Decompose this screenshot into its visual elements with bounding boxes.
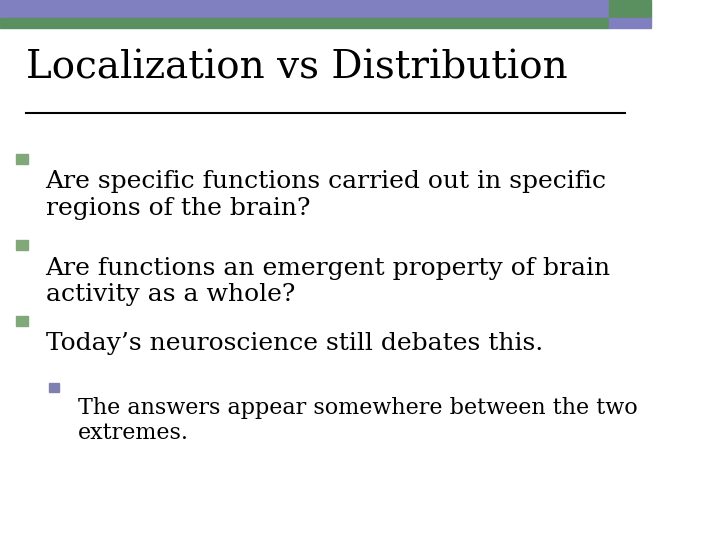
- Bar: [0, 0, 609, 18]
- Text: Today’s neuroscience still debates this.: Today’s neuroscience still debates this.: [45, 332, 543, 355]
- Bar: [0, 18, 609, 28]
- Text: The answers appear somewhere between the two
extremes.: The answers appear somewhere between the…: [78, 397, 638, 444]
- Bar: [17, 240, 28, 250]
- Text: Are specific functions carried out in specific
regions of the brain?: Are specific functions carried out in sp…: [45, 170, 606, 220]
- Bar: [17, 154, 28, 164]
- Text: Are functions an emergent property of brain
activity as a whole?: Are functions an emergent property of br…: [45, 256, 611, 306]
- Bar: [609, 18, 652, 28]
- Bar: [609, 0, 652, 18]
- Bar: [17, 316, 28, 326]
- Text: Localization vs Distribution: Localization vs Distribution: [26, 49, 568, 86]
- Bar: [49, 383, 58, 392]
